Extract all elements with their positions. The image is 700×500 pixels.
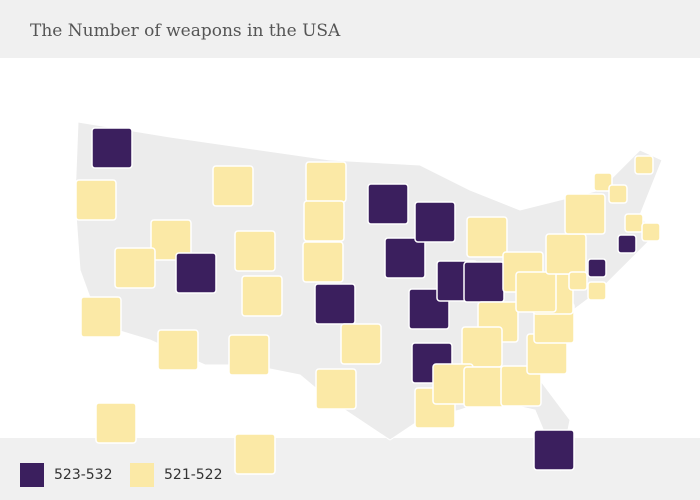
state (384, 237, 426, 279)
state (463, 366, 505, 408)
state (624, 213, 644, 233)
legend-label: 523-532 (54, 467, 113, 483)
legend-label: 521-522 (164, 467, 223, 483)
state (75, 179, 117, 221)
state (91, 127, 133, 169)
state (305, 161, 347, 203)
state (466, 216, 508, 258)
state (617, 234, 637, 254)
states (75, 127, 661, 475)
state (212, 165, 254, 207)
state (461, 326, 503, 368)
state (587, 258, 607, 278)
state (564, 193, 606, 235)
legend: 523-532 521-522 (20, 463, 223, 487)
title: The Number of weapons in the USA (30, 21, 341, 41)
state (414, 201, 456, 243)
state (315, 368, 357, 410)
state (545, 233, 587, 275)
state (587, 281, 607, 301)
state (340, 323, 382, 365)
state (241, 275, 283, 317)
state (500, 365, 542, 407)
legend-swatch (20, 463, 44, 487)
state (234, 433, 276, 475)
state (234, 230, 276, 272)
state (228, 334, 270, 376)
state (634, 155, 654, 175)
state (533, 429, 575, 471)
state (302, 241, 344, 283)
state (303, 200, 345, 242)
state (150, 219, 192, 261)
state (367, 183, 409, 225)
state (95, 402, 137, 444)
state (175, 252, 217, 294)
state (80, 296, 122, 338)
state (608, 184, 628, 204)
state (114, 247, 156, 289)
state (641, 222, 661, 242)
state (463, 261, 505, 303)
state (593, 172, 613, 192)
state (157, 329, 199, 371)
state (314, 283, 356, 325)
state (515, 271, 557, 313)
state (568, 271, 588, 291)
legend-swatch (130, 463, 154, 487)
